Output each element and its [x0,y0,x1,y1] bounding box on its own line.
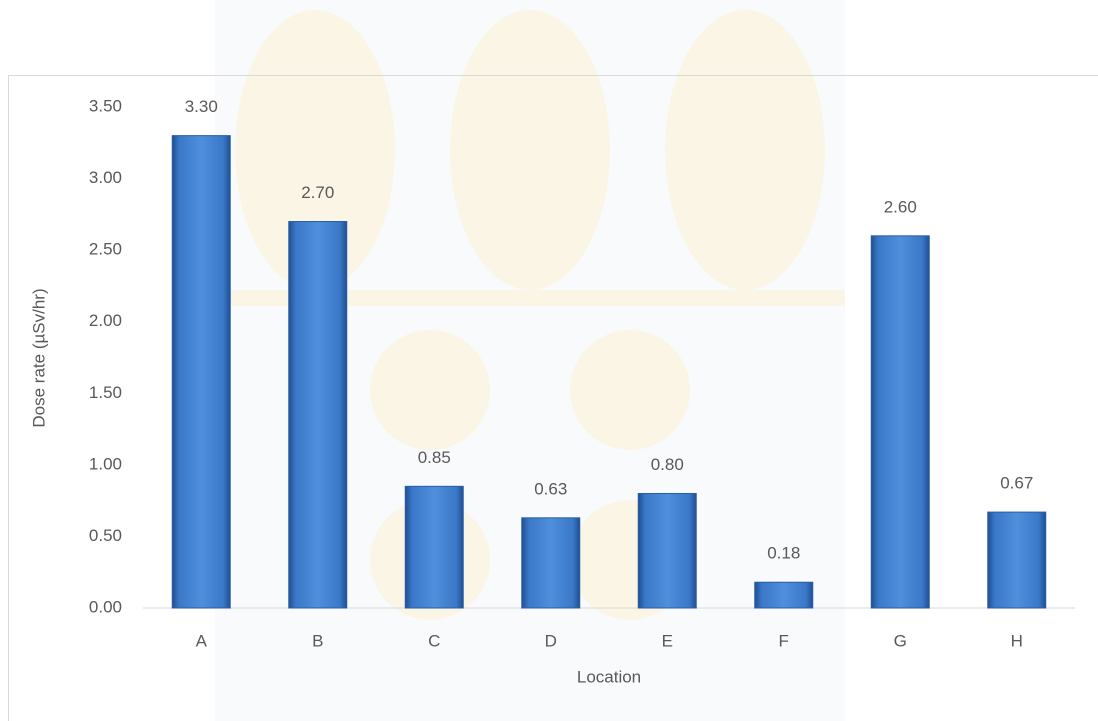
y-tick-label: 2.00 [89,311,122,330]
x-tick-label: H [1011,631,1023,650]
x-tick-label: C [428,631,440,650]
y-tick-label: 3.50 [89,96,122,115]
bar [637,492,697,609]
bar [288,221,348,609]
data-label: 3.30 [185,97,218,116]
bar [521,517,581,609]
data-label: 2.60 [884,197,917,216]
data-label: 0.85 [418,448,451,467]
y-tick-label: 3.00 [89,168,122,187]
bar [171,135,231,609]
y-tick-label: 1.00 [89,454,122,473]
data-label: 0.18 [767,544,800,563]
y-tick-label: 0.50 [89,526,122,545]
x-axis-title: Location [577,667,641,686]
data-label: 0.63 [534,479,567,498]
y-tick-label: 2.50 [89,240,122,259]
x-tick-label: A [196,631,208,650]
data-label: 2.70 [301,183,334,202]
data-label: 0.67 [1000,474,1033,493]
data-label: 0.80 [651,455,684,474]
bar [987,511,1047,609]
bar [754,581,814,609]
x-tick-label: D [545,631,557,650]
y-tick-label: 0.00 [89,597,122,616]
bar [870,235,930,609]
x-tick-label: F [779,631,789,650]
x-tick-label: B [312,631,323,650]
x-tick-label: G [894,631,907,650]
x-tick-label: E [662,631,673,650]
y-axis-title: Dose rate (µSv/hr) [29,288,48,427]
y-tick-label: 1.50 [89,383,122,402]
bar [404,485,464,609]
